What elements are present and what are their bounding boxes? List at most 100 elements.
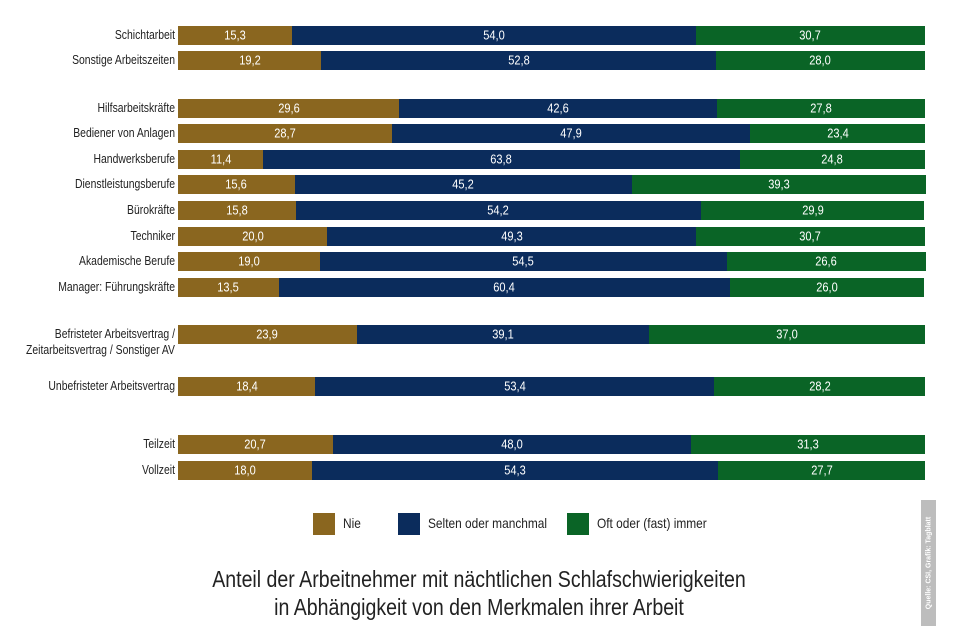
data-label: 15,8 [226,202,248,218]
bar-segment [718,460,925,480]
bar-segment [294,174,633,194]
legend-label: Selten oder manchmal [428,515,548,531]
data-label: 26,6 [815,253,838,269]
data-label: 28,2 [808,378,831,394]
bar-segment [178,324,357,344]
bar-segment [178,98,400,118]
data-label: 39,3 [768,176,790,192]
bar-segment [296,200,701,220]
data-label: 18,4 [235,378,258,394]
bar-segment [278,277,731,297]
data-label: 15,3 [224,27,246,43]
category-label: Bürokräfte [127,202,175,217]
data-label: 48,0 [501,436,523,452]
bar-segment [715,50,925,70]
bar-segment [315,376,715,396]
data-label: 29,9 [801,202,824,218]
data-label: 29,6 [277,100,300,116]
bar-segment [312,460,719,480]
category-label: Bediener von Anlagen [73,125,175,140]
data-label: 30,7 [799,27,822,43]
category-label: Handwerksberufe [93,151,175,166]
legend-swatch [398,513,420,535]
category-label: Dienstleistungsberufe [74,176,175,191]
data-label: 63,8 [490,151,513,167]
data-label: 42,6 [547,100,569,116]
bar-segment [691,434,925,454]
bar-segment [178,226,328,246]
data-label: 49,3 [500,228,523,244]
data-label: 28,7 [274,125,296,141]
data-label: 30,7 [799,228,822,244]
category-label: Sonstige Arbeitszeiten [72,52,175,67]
bar-segment [648,324,925,344]
bar-segment [332,434,692,454]
category-label: Schichtarbeit [114,27,175,42]
bar-segment [178,277,279,297]
data-label: 23,4 [826,125,849,141]
category-label: Hilfsarbeitskräfte [97,100,175,115]
data-label: 18,0 [234,462,256,478]
data-label: 54,3 [504,462,527,478]
source-strip: Quelle: CSI, Grafik: Tagblatt [921,500,936,626]
source: Quelle: CSI, Grafik: Tagblatt [925,516,932,610]
bar-segment [319,251,728,271]
legend-swatch [567,513,589,535]
data-label: 28,0 [809,52,832,68]
bar-segment [178,376,316,396]
bar-segment [695,25,925,45]
bar-segment [178,200,297,220]
data-label: 15,6 [225,176,248,192]
bar-segment [178,50,322,70]
bar-segment [178,434,333,454]
category-label: Vollzeit [142,462,175,477]
data-label: 45,2 [452,176,475,192]
data-label: 39,1 [491,326,514,342]
data-label: 54,5 [512,253,535,269]
bar-segment [321,50,716,70]
bar-segment [356,324,649,344]
legend-swatch [313,513,335,535]
bar-segment [392,123,751,143]
data-label: 23,9 [256,326,279,342]
data-label: 52,8 [507,52,530,68]
category-label: Akademische Berufe [79,253,175,268]
bar-segment [178,174,295,194]
chart-title: Anteil der Arbeitnehmer mit nächtlichen … [212,566,746,592]
category-label: Teilzeit [143,436,175,451]
data-label: 11,4 [210,151,231,167]
bar-segment [727,251,926,271]
category-label: Befristeter Arbeitsvertrag / Zeitarbeits… [26,326,175,357]
bar-segment [695,226,925,246]
bar-segment [730,277,925,297]
category-label: Techniker [130,228,175,243]
bar-segment [700,200,925,220]
legend-label: Oft oder (fast) immer [597,515,707,531]
bar-segment [714,376,925,396]
data-label: 19,0 [238,253,260,269]
bar-segment [399,98,718,118]
bar-segment [750,123,925,143]
data-label: 27,8 [810,100,832,116]
data-label: 54,2 [487,202,510,218]
bar-segment [263,149,740,169]
chart-title: in Abhängigkeit von den Merkmalen ihrer … [274,594,684,620]
data-label: 24,8 [821,151,844,167]
data-label: 53,4 [504,378,526,394]
data-label: 60,4 [493,279,516,295]
legend-label: Nie [343,515,361,531]
bar-segment [292,25,696,45]
data-label: 37,0 [776,326,798,342]
bar-segment [327,226,696,246]
data-label: 47,9 [560,125,583,141]
bar-segment [632,174,926,194]
data-label: 31,3 [797,436,819,452]
data-label: 20,0 [241,228,264,244]
bar-segment [178,25,293,45]
bar-segment [178,149,264,169]
bar-segment [739,149,925,169]
bar-segment [178,460,313,480]
data-label: 26,0 [816,279,838,295]
data-label: 27,7 [810,462,833,478]
